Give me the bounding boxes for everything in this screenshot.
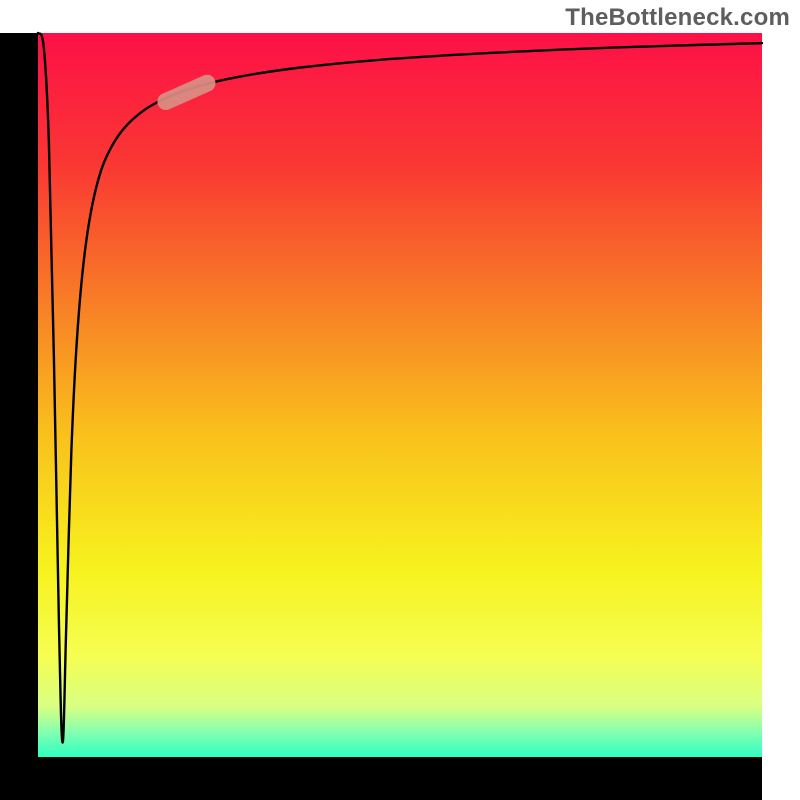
plot-background [38, 33, 762, 757]
y-axis-bar [0, 33, 38, 800]
watermark-text: TheBottleneck.com [565, 4, 790, 32]
chart-svg [0, 0, 800, 800]
chart-frame: TheBottleneck.com [0, 0, 800, 800]
x-axis-bar [0, 757, 762, 800]
